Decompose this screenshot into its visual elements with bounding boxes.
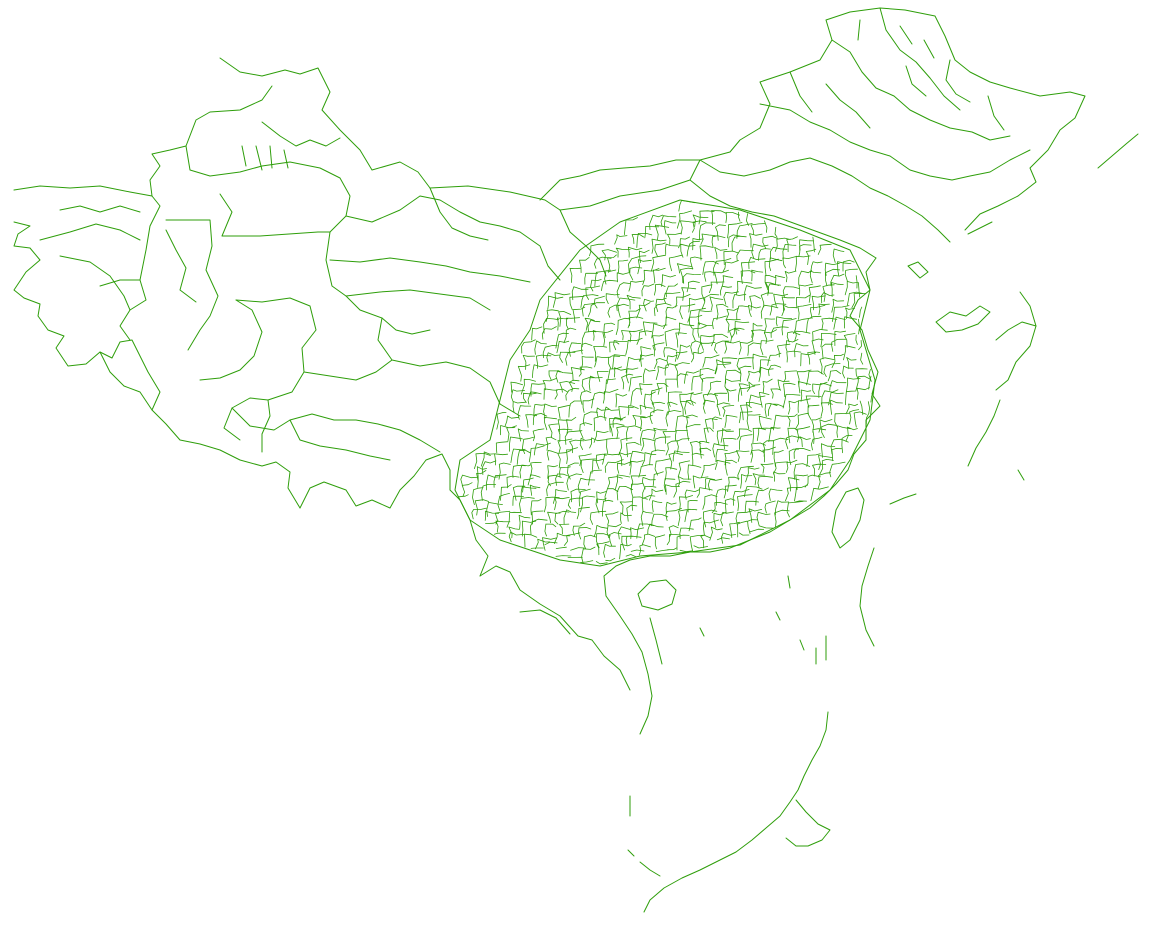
hainan-island-outline bbox=[637, 579, 677, 611]
taiwan-island-outline bbox=[831, 487, 865, 549]
western-region-boundaries bbox=[13, 7, 1086, 577]
korea-coast-islands bbox=[935, 305, 991, 333]
eastern-dense-county-boundaries bbox=[454, 199, 876, 567]
northeast-region-boundaries bbox=[689, 7, 1139, 259]
eastern-region-outline bbox=[454, 199, 876, 567]
coastline-and-islands bbox=[479, 257, 1037, 913]
japan-kyushu-coast bbox=[995, 321, 1037, 391]
county-boundary-mesh bbox=[458, 200, 874, 565]
